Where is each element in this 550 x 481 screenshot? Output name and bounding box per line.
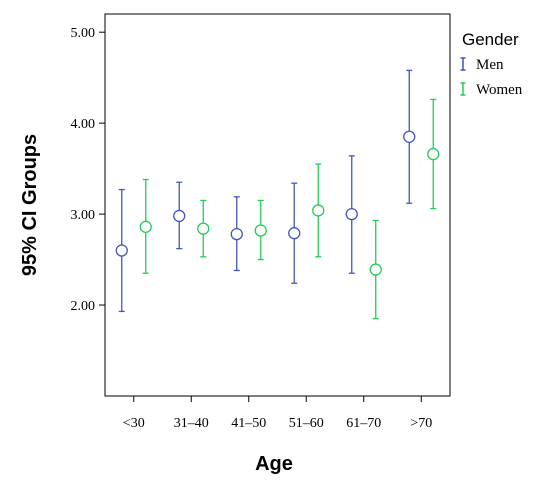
legend-entry-men: Men [460, 57, 504, 73]
x-tick-label: 51–60 [289, 416, 324, 431]
mean-marker [427, 147, 440, 161]
mean-marker [312, 204, 325, 217]
legend-entry-women: Women [460, 82, 523, 98]
mean-marker [403, 130, 416, 143]
x-tick-label: 61–70 [346, 416, 381, 431]
plot-frame [104, 13, 451, 397]
mean-marker [288, 227, 301, 240]
x-tick-label: 41–50 [231, 416, 266, 431]
series-women [139, 98, 440, 320]
legend: Gender Men Women [460, 30, 523, 98]
legend-title: Gender [462, 30, 519, 49]
y-axis-title: 95% CI Groups [19, 134, 41, 276]
x-axis: <30 31–40 41–50 51–60 61–70 >70 [123, 396, 432, 431]
y-tick-label: 2.00 [71, 299, 96, 314]
x-tick-label: >70 [410, 416, 432, 431]
y-tick-label: 5.00 [71, 26, 96, 41]
x-axis-title: Age [255, 453, 293, 475]
y-tick-label: 3.00 [71, 208, 96, 223]
mean-marker [254, 224, 267, 237]
mean-marker [173, 209, 186, 223]
legend-label: Men [476, 57, 504, 73]
legend-label: Women [476, 82, 523, 98]
x-tick-label: 31–40 [174, 416, 209, 431]
mean-marker [197, 222, 210, 235]
mean-marker [369, 263, 382, 276]
mean-marker [139, 220, 152, 233]
x-tick-label: <30 [123, 416, 145, 431]
mean-marker [230, 227, 243, 241]
series-layer [115, 69, 440, 320]
y-tick-label: 4.00 [71, 117, 96, 132]
series-men [115, 69, 416, 313]
mean-marker [115, 244, 128, 257]
y-axis: 2.00 3.00 4.00 5.00 [71, 26, 105, 314]
mean-marker [345, 207, 358, 221]
